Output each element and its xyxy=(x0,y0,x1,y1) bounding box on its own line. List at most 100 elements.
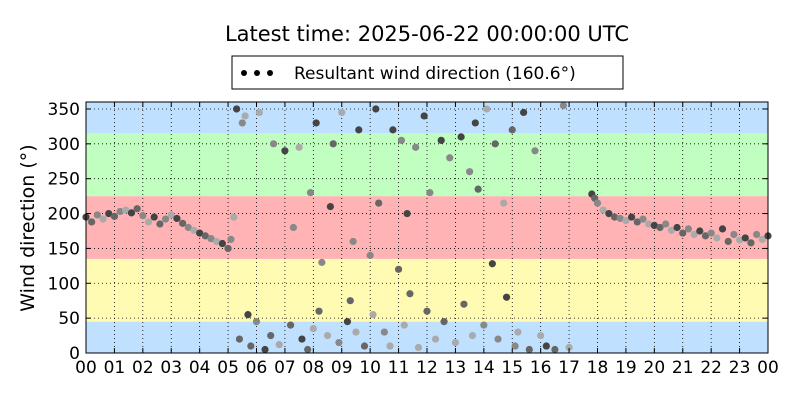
data-point xyxy=(483,105,491,113)
data-point xyxy=(537,331,545,340)
data-point xyxy=(394,265,403,273)
data-point xyxy=(99,215,107,223)
y-tick-label: 350 xyxy=(48,100,80,120)
data-point xyxy=(645,220,653,228)
data-point xyxy=(122,206,130,214)
x-tick-label: 08 xyxy=(303,358,325,378)
data-point xyxy=(474,185,482,193)
data-point xyxy=(329,140,337,148)
data-point xyxy=(318,258,326,266)
data-point xyxy=(718,225,727,233)
data-point xyxy=(247,342,255,350)
data-point xyxy=(622,216,630,225)
data-point xyxy=(514,328,522,336)
x-tick-label: 09 xyxy=(331,358,353,378)
data-point xyxy=(650,221,658,230)
data-point xyxy=(338,108,346,117)
data-point xyxy=(502,293,511,301)
y-tick-label: 250 xyxy=(48,170,80,190)
data-point xyxy=(261,345,269,354)
data-point xyxy=(309,324,317,333)
data-point xyxy=(335,338,343,347)
data-point xyxy=(224,244,232,253)
data-point xyxy=(500,199,508,207)
data-point xyxy=(559,101,568,110)
x-tick-label: 18 xyxy=(587,358,609,378)
data-point xyxy=(565,343,573,352)
data-point xyxy=(326,202,334,211)
data-point xyxy=(110,212,119,220)
data-point xyxy=(190,226,198,234)
data-point xyxy=(735,236,744,244)
data-point xyxy=(525,345,533,354)
x-tick-label: 00 xyxy=(757,358,779,378)
y-axis-label: Wind direction (°) xyxy=(17,144,39,311)
data-point xyxy=(298,335,306,343)
data-point xyxy=(488,260,496,268)
data-point xyxy=(289,223,298,232)
data-point xyxy=(269,140,278,148)
x-tick-label: 05 xyxy=(217,358,239,378)
data-point xyxy=(466,168,474,176)
data-point xyxy=(312,119,320,127)
data-point xyxy=(179,219,187,227)
data-point xyxy=(480,321,488,329)
x-tick-label: 06 xyxy=(246,358,268,378)
data-point xyxy=(167,211,175,219)
y-tick-label: 150 xyxy=(48,239,80,259)
data-point xyxy=(105,209,113,218)
data-point xyxy=(241,112,249,120)
data-point xyxy=(707,229,715,237)
data-point xyxy=(244,311,252,319)
data-point xyxy=(88,218,96,226)
data-point xyxy=(426,189,434,197)
grid-lines xyxy=(86,102,768,353)
legend-box xyxy=(231,55,624,90)
data-point xyxy=(218,239,226,248)
data-point xyxy=(673,223,681,232)
data-point xyxy=(440,318,448,326)
data-point xyxy=(275,341,283,349)
data-point xyxy=(207,235,215,243)
data-point xyxy=(173,214,181,223)
data-point xyxy=(349,237,357,246)
data-point xyxy=(252,318,261,326)
data-point xyxy=(605,209,613,218)
data-point xyxy=(491,140,499,148)
data-point xyxy=(201,232,209,240)
data-point xyxy=(412,143,420,151)
data-point xyxy=(639,215,647,223)
data-point xyxy=(375,199,383,207)
axis-ticks xyxy=(85,102,769,354)
data-point xyxy=(542,342,550,350)
x-tick-label: 20 xyxy=(644,358,666,378)
data-point xyxy=(446,154,454,162)
data-point xyxy=(315,307,323,315)
x-tick-label: 11 xyxy=(388,358,410,378)
data-point xyxy=(238,119,246,127)
data-point xyxy=(360,342,369,350)
data-point xyxy=(758,235,766,243)
tick-labels: 00 01 02 03 04 05 06 07 08 09 10 11 12 13 14 15 16 17 18 19… xyxy=(48,100,779,378)
data-point xyxy=(667,226,675,234)
data-point xyxy=(352,328,360,336)
x-tick-label: 00 xyxy=(75,358,97,378)
data-point xyxy=(281,147,289,155)
data-point xyxy=(235,335,244,343)
data-point xyxy=(93,211,101,219)
data-point xyxy=(684,225,693,233)
legend-marker xyxy=(267,70,273,76)
data-point xyxy=(494,335,502,343)
data-point xyxy=(633,218,641,226)
x-tick-label: 04 xyxy=(189,358,211,378)
data-point xyxy=(144,218,153,226)
data-point xyxy=(730,230,738,239)
x-tick-label: 14 xyxy=(473,358,495,378)
data-point xyxy=(593,199,602,207)
x-tick-label: 19 xyxy=(615,358,637,378)
data-point xyxy=(267,331,275,340)
data-point xyxy=(724,237,732,246)
legend: Resultant wind direction (160.6°) xyxy=(231,55,624,90)
data-point xyxy=(679,229,687,237)
